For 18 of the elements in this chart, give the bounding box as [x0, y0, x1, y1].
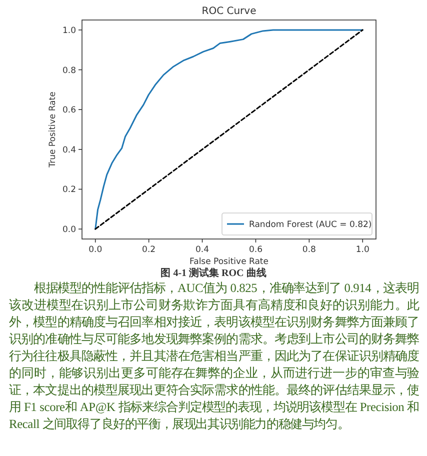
- legend-label: Random Forest (AUC = 0.82): [249, 220, 372, 230]
- y-axis-title: True Positive Rate: [48, 92, 58, 168]
- y-tick-label: 0.0: [62, 225, 76, 236]
- y-tick-label: 0.2: [62, 185, 76, 196]
- y-tick-label: 0.8: [62, 66, 76, 76]
- y-tick-label: 0.4: [62, 145, 76, 156]
- x-tick-label: 0.6: [248, 245, 262, 255]
- x-tick-label: 1.0: [356, 245, 370, 255]
- y-tick-label: 0.6: [62, 106, 76, 116]
- y-tick-label: 1.0: [62, 26, 76, 36]
- x-tick-label: 0.4: [196, 245, 210, 255]
- x-tick-label: 0.8: [302, 245, 316, 255]
- caption: 图 4-1 测试集 ROC 曲线: [160, 266, 268, 280]
- text: 根据模型的性能评估指标，AUC值为 0.825，准确率达到了 0.914，这表明该改进模型在识别上市公司财务欺诈方面具有高精度和良好的识别能力。此外，模型的精确度与召回率相对接近，表明该模型在识别财务舞弊方面兼顾了识别的准确性与尽可能多地发现舞弊案例的需求。考虑到上市公司的财务舞弊行为往往极具隐蔽性，并且其潜在危害相当严重，因此为了在保证识别精确度的同时，能够识别出更多可能存在舞弊的企业，从而进行进一步的审查与验证，本文提出的模型展现出更符合实际需求的性能。最终的评估结果显示，使用 F1 score和 AP@K 指标来综合判定模型的表现，均说明该模型在 Precision 和 Recall 之间取得了良好的平衡，展现出其识别能力的稳健与均匀。: [9, 281, 419, 431]
- x-axis-title: False Positive Rate: [190, 257, 268, 267]
- x-tick-label: 0.2: [142, 245, 156, 255]
- chart-title: ROC Curve: [202, 6, 256, 17]
- x-tick-label: 0.0: [88, 245, 102, 255]
